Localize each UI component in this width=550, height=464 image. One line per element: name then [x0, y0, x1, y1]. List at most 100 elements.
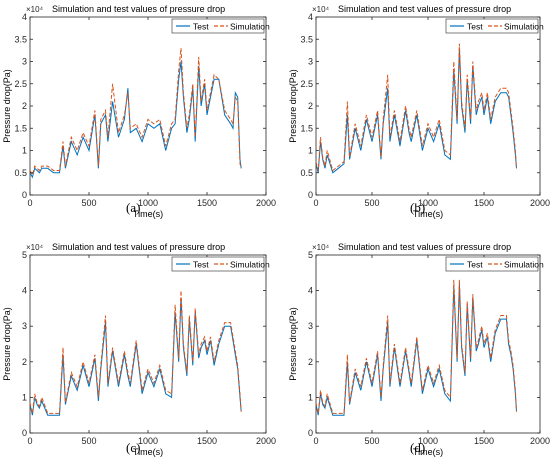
x-tick-label: 2000 [530, 436, 550, 446]
y-tick-label: 5 [22, 250, 27, 260]
series-group [316, 279, 517, 416]
y-tick-label: 3 [22, 321, 27, 331]
x-tick-label: 500 [364, 436, 379, 446]
y-tick-label: 5 [308, 250, 313, 260]
y-tick-label: 2.5 [14, 79, 27, 89]
legend-simulation-label: Simulation [504, 260, 544, 270]
plot-frame [29, 16, 267, 196]
y-tick-label: 1 [22, 392, 27, 402]
simulation-series-line [30, 48, 242, 177]
y-axis-label: Pressure drop(Pa) [288, 307, 298, 381]
x-tick-label: 500 [81, 198, 96, 208]
simulation-series-line [316, 43, 517, 172]
chart-panel: 0 500 1000 1500 2000 0 1 2 3 4 5×10⁴ Simulation and… [2, 242, 276, 457]
x-axis-label: Time(s) [133, 209, 163, 219]
x-tick-label: 1500 [474, 436, 494, 446]
x-tick-label: 2000 [530, 198, 550, 208]
x-axis-label: Time(s) [133, 447, 163, 457]
exponent-label: ×10⁴ [26, 5, 44, 14]
y-tick-label: 3 [308, 57, 313, 67]
x-tick-label: 500 [364, 198, 379, 208]
chart-title: Simulation and test values of pressure d… [338, 242, 511, 252]
y-tick-label: 4 [308, 286, 313, 296]
y-tick-label: 3.5 [300, 34, 313, 44]
y-tick-label: 2 [22, 101, 27, 111]
legend: Test Simulation [171, 256, 270, 272]
legend: Test Simulation [445, 18, 544, 34]
test-series-line [30, 61, 242, 179]
x-tick-label: 0 [313, 436, 318, 446]
legend-simulation-label: Simulation [230, 260, 270, 270]
legend-test-label: Test [193, 22, 209, 32]
x-tick-label: 0 [27, 198, 32, 208]
plot-frame [29, 254, 267, 434]
chart-panel: 0 500 1000 1500 2000 0 0.5 1 1.5 2 2.5 3 3.5 4×10⁴ Sim… [2, 4, 276, 219]
y-tick-label: 2 [308, 357, 313, 367]
y-tick-label: 3 [308, 321, 313, 331]
x-tick-label: 1000 [138, 198, 158, 208]
panel-caption: (b) [410, 200, 426, 215]
y-tick-label: 1 [308, 146, 313, 156]
y-tick-label: 2 [22, 357, 27, 367]
y-tick-label: 3 [22, 57, 27, 67]
series-group [30, 48, 242, 179]
x-axis-label: Time(s) [413, 447, 443, 457]
legend: Test Simulation [171, 18, 270, 34]
plot-frame [315, 16, 541, 196]
y-axis-label: Pressure drop(Pa) [2, 307, 12, 381]
chart-title: Simulation and test values of pressure d… [52, 242, 225, 252]
y-tick-label: 1 [308, 392, 313, 402]
y-tick-label: 2.5 [300, 79, 313, 89]
panel-caption: (a) [126, 200, 141, 215]
legend-simulation-label: Simulation [504, 22, 544, 32]
y-tick-label: 1 [22, 146, 27, 156]
series-group [30, 290, 242, 416]
y-tick-label: 1.5 [14, 123, 27, 133]
plot-frame [315, 254, 541, 434]
y-tick-label: 4 [22, 12, 27, 22]
y-tick-label: 1.5 [300, 123, 313, 133]
legend-simulation-label: Simulation [230, 22, 270, 32]
y-tick-label: 0 [22, 190, 27, 200]
y-tick-label: 0 [22, 428, 27, 438]
x-tick-label: 1500 [197, 436, 217, 446]
y-tick-label: 2 [308, 101, 313, 111]
x-tick-label: 1000 [418, 436, 438, 446]
legend-test-label: Test [467, 260, 483, 270]
y-tick-label: 0.5 [300, 168, 313, 178]
test-series-line [30, 297, 242, 416]
panel-caption: (c) [126, 440, 141, 455]
x-tick-label: 500 [81, 436, 96, 446]
y-tick-label: 0 [308, 190, 313, 200]
x-tick-label: 1500 [474, 198, 494, 208]
y-tick-label: 3.5 [14, 34, 27, 44]
exponent-label: ×10⁴ [312, 5, 330, 14]
y-tick-label: 4 [308, 12, 313, 22]
test-series-line [316, 48, 517, 174]
legend-test-label: Test [193, 260, 209, 270]
y-axis-label: Pressure drop(Pa) [288, 69, 298, 143]
chart-panel: 0 500 1000 1500 2000 0 1 2 3 4 5×10⁴ Simulation and… [288, 242, 550, 457]
y-tick-label: 4 [22, 286, 27, 296]
simulation-series-line [30, 290, 242, 414]
panel-caption: (d) [410, 440, 426, 455]
legend: Test Simulation [445, 256, 544, 272]
x-tick-label: 0 [313, 198, 318, 208]
x-tick-label: 2000 [256, 198, 276, 208]
y-tick-label: 0.5 [14, 168, 27, 178]
exponent-label: ×10⁴ [26, 243, 44, 252]
chart-title: Simulation and test values of pressure d… [338, 4, 511, 14]
x-tick-label: 2000 [256, 436, 276, 446]
x-tick-label: 1000 [418, 198, 438, 208]
chart-panel: 0 500 1000 1500 2000 0 0.5 1 1.5 2 2.5 3 3.5 4×10⁴ Sim… [288, 4, 550, 219]
series-group [316, 43, 517, 174]
x-tick-label: 0 [27, 436, 32, 446]
y-tick-label: 0 [308, 428, 313, 438]
x-tick-label: 1500 [197, 198, 217, 208]
chart-title: Simulation and test values of pressure d… [52, 4, 225, 14]
exponent-label: ×10⁴ [312, 243, 330, 252]
y-axis-label: Pressure drop(Pa) [2, 69, 12, 143]
x-axis-label: Time(s) [413, 209, 443, 219]
x-tick-label: 1000 [138, 436, 158, 446]
